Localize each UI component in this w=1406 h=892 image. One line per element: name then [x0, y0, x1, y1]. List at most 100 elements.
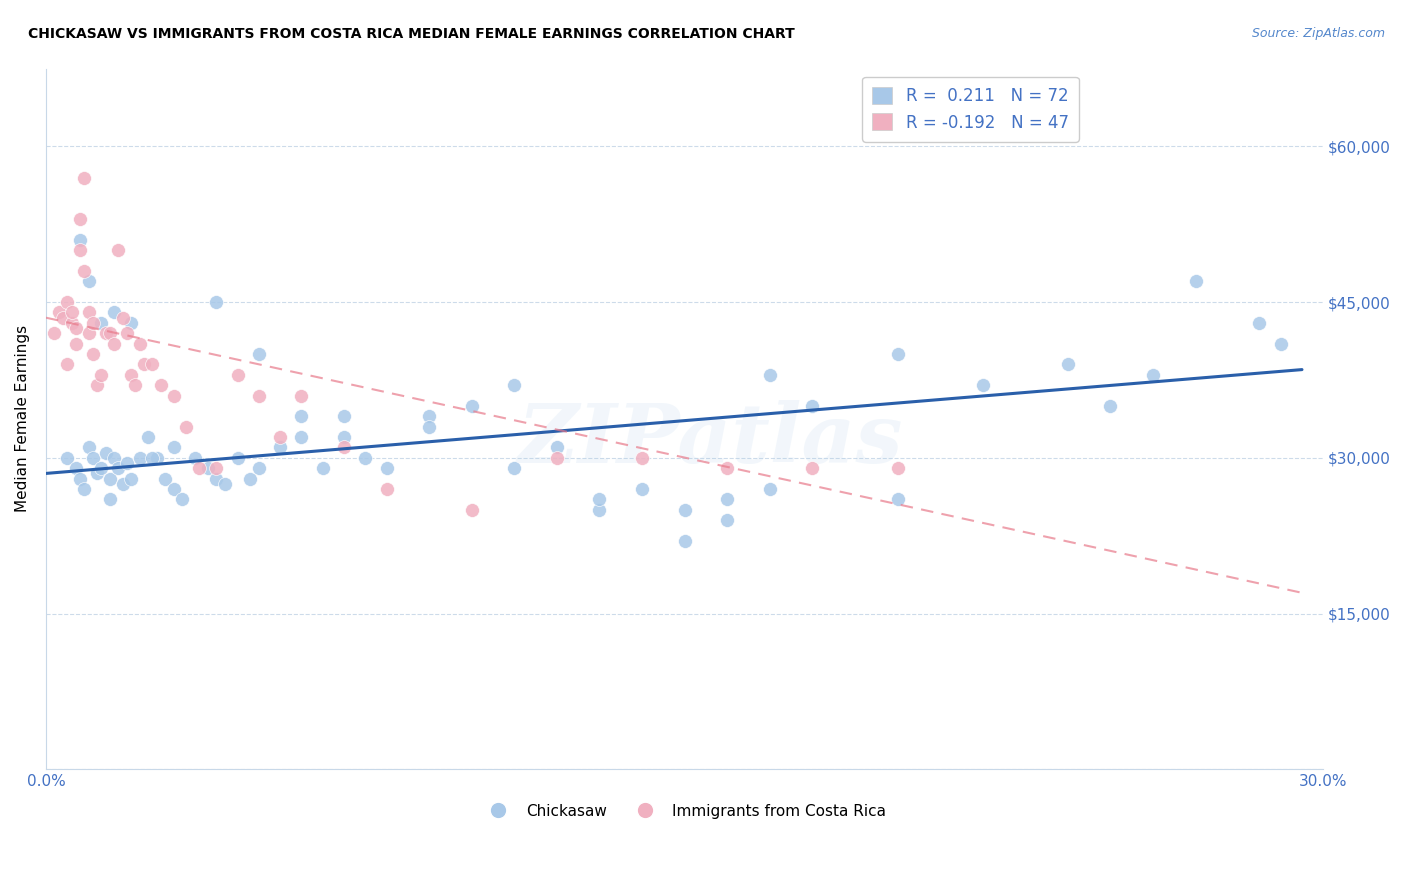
- Point: [1184, 274, 1206, 288]
- Point: [77, 326, 100, 341]
- Point: [120, 316, 142, 330]
- Point: [77, 274, 100, 288]
- Point: [758, 368, 780, 382]
- Point: [801, 461, 824, 475]
- Point: [94, 445, 117, 459]
- Point: [1099, 399, 1122, 413]
- Point: [136, 430, 159, 444]
- Point: [758, 482, 780, 496]
- Point: [73, 482, 96, 496]
- Point: [69, 233, 91, 247]
- Text: Source: ZipAtlas.com: Source: ZipAtlas.com: [1251, 27, 1385, 40]
- Point: [82, 450, 104, 465]
- Point: [226, 450, 249, 465]
- Y-axis label: Median Female Earnings: Median Female Earnings: [15, 326, 30, 513]
- Point: [149, 378, 172, 392]
- Point: [77, 305, 100, 319]
- Point: [503, 461, 526, 475]
- Text: ZIPatlas: ZIPatlas: [517, 400, 903, 480]
- Point: [673, 533, 696, 548]
- Point: [153, 472, 176, 486]
- Point: [205, 295, 228, 310]
- Point: [269, 441, 291, 455]
- Point: [290, 430, 312, 444]
- Point: [546, 450, 568, 465]
- Point: [673, 502, 696, 516]
- Point: [56, 450, 79, 465]
- Point: [247, 347, 270, 361]
- Point: [141, 358, 163, 372]
- Point: [163, 441, 186, 455]
- Point: [631, 482, 654, 496]
- Point: [86, 378, 108, 392]
- Point: [103, 336, 125, 351]
- Point: [163, 482, 186, 496]
- Point: [631, 450, 654, 465]
- Point: [69, 472, 91, 486]
- Point: [588, 502, 610, 516]
- Point: [716, 461, 738, 475]
- Point: [44, 326, 66, 341]
- Point: [503, 378, 526, 392]
- Point: [1142, 368, 1164, 382]
- Point: [90, 368, 112, 382]
- Point: [197, 461, 219, 475]
- Point: [972, 378, 994, 392]
- Point: [226, 368, 249, 382]
- Point: [90, 316, 112, 330]
- Point: [107, 461, 129, 475]
- Point: [141, 450, 163, 465]
- Legend: Chickasaw, Immigrants from Costa Rica: Chickasaw, Immigrants from Costa Rica: [477, 797, 893, 825]
- Point: [98, 326, 121, 341]
- Point: [77, 441, 100, 455]
- Point: [52, 310, 75, 325]
- Point: [176, 419, 198, 434]
- Point: [247, 461, 270, 475]
- Point: [120, 368, 142, 382]
- Point: [103, 450, 125, 465]
- Point: [375, 482, 398, 496]
- Point: [290, 388, 312, 402]
- Text: CHICKASAW VS IMMIGRANTS FROM COSTA RICA MEDIAN FEMALE EARNINGS CORRELATION CHART: CHICKASAW VS IMMIGRANTS FROM COSTA RICA …: [28, 27, 794, 41]
- Point: [290, 409, 312, 424]
- Point: [124, 378, 146, 392]
- Point: [103, 305, 125, 319]
- Point: [418, 409, 440, 424]
- Point: [247, 388, 270, 402]
- Point: [205, 461, 228, 475]
- Point: [163, 388, 186, 402]
- Point: [716, 513, 738, 527]
- Point: [1270, 336, 1292, 351]
- Point: [98, 472, 121, 486]
- Point: [801, 399, 824, 413]
- Point: [269, 430, 291, 444]
- Point: [56, 358, 79, 372]
- Point: [128, 450, 150, 465]
- Point: [886, 492, 908, 507]
- Point: [60, 316, 83, 330]
- Point: [107, 243, 129, 257]
- Point: [184, 450, 207, 465]
- Point: [69, 212, 91, 227]
- Point: [82, 316, 104, 330]
- Point: [172, 492, 194, 507]
- Point: [98, 492, 121, 507]
- Point: [132, 358, 155, 372]
- Point: [65, 321, 87, 335]
- Point: [73, 170, 96, 185]
- Point: [333, 441, 356, 455]
- Point: [354, 450, 377, 465]
- Point: [65, 461, 87, 475]
- Point: [48, 305, 70, 319]
- Point: [333, 409, 356, 424]
- Point: [111, 310, 134, 325]
- Point: [333, 430, 356, 444]
- Point: [94, 326, 117, 341]
- Point: [1056, 358, 1078, 372]
- Point: [188, 461, 211, 475]
- Point: [128, 336, 150, 351]
- Point: [73, 264, 96, 278]
- Point: [214, 476, 236, 491]
- Point: [115, 326, 138, 341]
- Point: [145, 450, 167, 465]
